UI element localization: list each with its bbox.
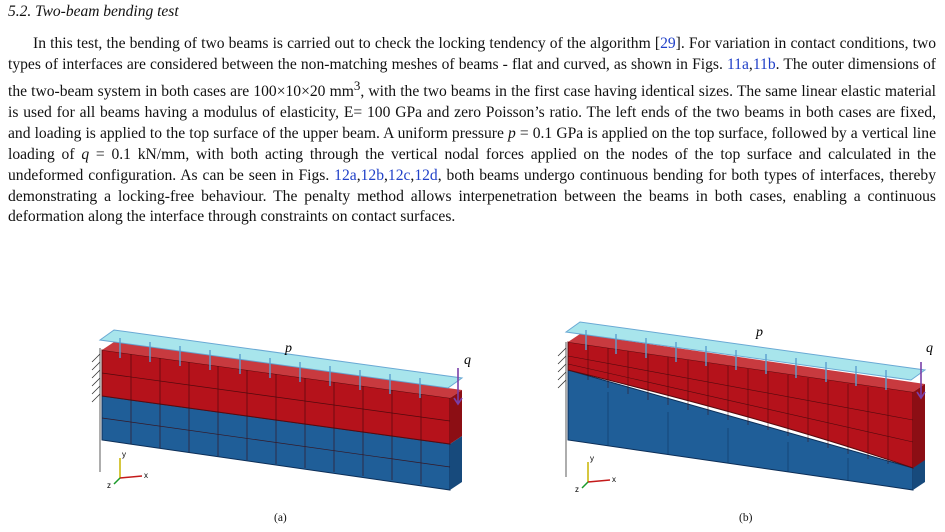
symbol-q: q	[81, 145, 90, 163]
axis-z-label: z	[107, 481, 111, 490]
mesh-grid	[567, 345, 914, 464]
symbol-p: p	[507, 124, 516, 142]
axis-x-label: x	[612, 475, 616, 484]
figure-link-11a[interactable]: 11a	[726, 55, 749, 73]
citation-link-29[interactable]: 29	[660, 35, 676, 52]
fixed-support-hatching	[557, 342, 567, 477]
superscript: 3	[353, 77, 361, 93]
figure-link-12b[interactable]: 12b	[360, 166, 384, 184]
text-run: = 0.1 kN/mm, with both acting through th…	[8, 145, 937, 184]
text-run: ,	[748, 55, 753, 73]
axis-triad: y x z	[575, 454, 616, 494]
label-q: q	[464, 353, 471, 368]
two-beam-flat-mesh: p q y x z	[91, 329, 471, 491]
pressure-load-band	[98, 329, 464, 389]
pressure-arrows	[585, 330, 887, 390]
figure-link-11b[interactable]: 11b	[752, 55, 776, 73]
text-run: = 0.1 GPa is applied on the top surface,…	[8, 124, 936, 163]
text-run: In this test, the bending of two beams i…	[33, 35, 661, 52]
mesh-grid	[101, 354, 451, 484]
text-run: . The outer dimensions of the two-beam s…	[8, 55, 936, 100]
axis-z-label: z	[575, 485, 579, 494]
figure-link-12a[interactable]: 12a	[334, 166, 357, 184]
text-run: ,	[383, 166, 388, 184]
figure-a: p q y x z	[80, 312, 500, 507]
pressure-arrows	[119, 338, 421, 398]
label-p: p	[284, 341, 292, 356]
figure-b: p q y x z	[548, 312, 943, 507]
figure-b-caption: (b)	[739, 512, 753, 524]
text-run: ]. For variation in contact conditions, …	[8, 35, 937, 73]
section-heading: 5.2. Two-beam bending test	[8, 3, 179, 20]
axis-y-label: y	[590, 454, 594, 463]
axis-triad: y x z	[107, 450, 148, 490]
axis-x-label: x	[144, 471, 148, 480]
line-load-q	[453, 368, 463, 406]
fixed-support-hatching	[91, 348, 101, 472]
figure-link-12c[interactable]: 12c	[387, 166, 411, 184]
label-p: p	[755, 325, 763, 340]
body-paragraph: In this test, the bending of two beams i…	[8, 34, 936, 228]
text-run: ,	[410, 166, 415, 184]
text-run: , both beams undergo continuous bending …	[8, 166, 937, 226]
upper-beam	[567, 341, 914, 469]
text-run: , with the two beams in the first case h…	[8, 83, 936, 142]
two-beam-curved-mesh: p q y x z	[557, 321, 933, 494]
line-load-q	[916, 362, 926, 400]
figure-link-12d[interactable]: 12d	[414, 166, 438, 184]
figure-a-caption: (a)	[274, 512, 287, 524]
text-run: ,	[356, 166, 361, 184]
axis-y-label: y	[122, 450, 126, 459]
label-q: q	[926, 341, 933, 356]
